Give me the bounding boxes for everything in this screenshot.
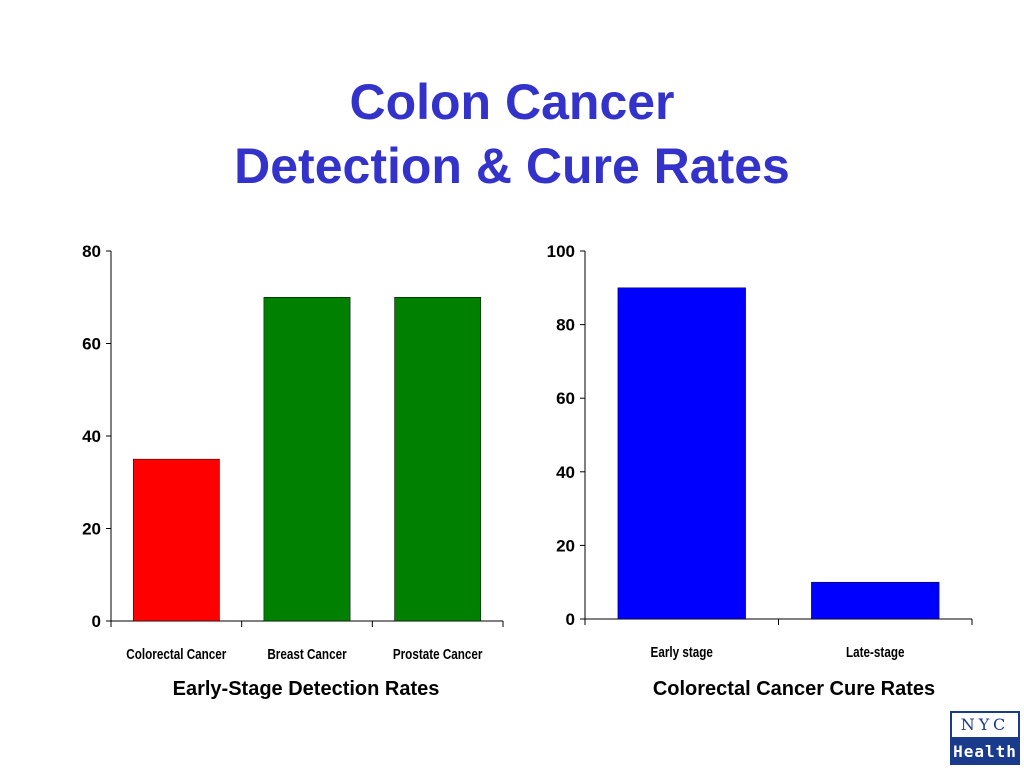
slide-title: Colon Cancer Detection & Cure Rates — [0, 70, 1024, 198]
y-tick-label: 100 — [547, 242, 575, 261]
bar-early-stage — [617, 287, 746, 620]
chart-0-group: 0 20 40 60 80 Colorectal Cancer Breast Cancer P… — [82, 242, 504, 663]
y-tick-label: 40 — [556, 463, 575, 482]
x-category-label: Late-stage — [846, 644, 905, 661]
y-tick-label: 0 — [92, 612, 101, 631]
x-category-label: Prostate Cancer — [393, 646, 483, 663]
chart-1-group: 0 20 40 60 80 100 Early stage Late-stage — [547, 242, 973, 661]
y-tick-label: 60 — [556, 389, 575, 408]
bar-late-stage — [811, 581, 940, 620]
cure-rates-caption: Colorectal Cancer Cure Rates — [652, 678, 936, 700]
bar-breast-cancer — [263, 297, 351, 622]
x-category-label: Early stage — [651, 644, 714, 661]
y-tick-label: 60 — [82, 335, 101, 354]
title-line-2: Detection & Cure Rates — [234, 138, 790, 194]
detection-rates-caption: Early-Stage Detection Rates — [172, 678, 440, 700]
y-tick-label: 20 — [82, 520, 101, 539]
y-tick-label: 80 — [556, 316, 575, 335]
title-line-1: Colon Cancer — [349, 74, 675, 130]
nyc-health-logo: NYC Health — [950, 711, 1020, 765]
x-category-label: Colorectal Cancer — [126, 646, 227, 663]
bar-colorectal-cancer — [132, 458, 220, 622]
bar-prostate-cancer — [394, 297, 482, 622]
y-tick-label: 0 — [566, 610, 575, 629]
y-tick-label: 40 — [82, 427, 101, 446]
logo-health-text: Health — [952, 739, 1018, 765]
logo-nyc-text: NYC — [952, 713, 1018, 739]
y-tick-label: 80 — [82, 242, 101, 261]
y-tick-label: 20 — [556, 536, 575, 555]
x-category-label: Breast Cancer — [267, 646, 347, 663]
